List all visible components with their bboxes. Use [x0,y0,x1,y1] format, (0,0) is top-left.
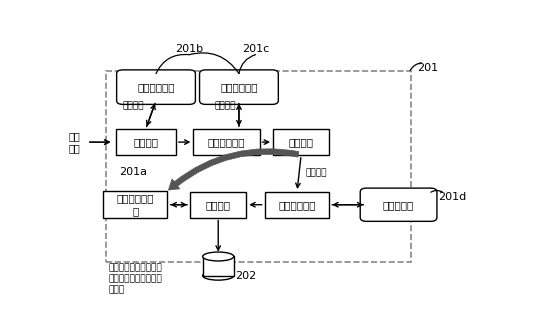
FancyBboxPatch shape [360,188,437,221]
Text: 解析数据: 解析数据 [289,137,314,147]
Text: 访问控制系统: 访问控制系统 [137,82,175,92]
FancyBboxPatch shape [265,192,329,217]
Text: 获取加密配置: 获取加密配置 [278,200,316,210]
FancyArrowPatch shape [169,149,299,190]
Text: 201d: 201d [438,192,466,202]
Text: 策略控制台: 策略控制台 [383,200,414,210]
Ellipse shape [203,252,234,261]
Bar [203,257,234,276]
Text: 202: 202 [235,271,256,281]
FancyBboxPatch shape [200,70,278,104]
Text: 加密配置: 加密配置 [305,168,327,177]
Text: 第一数据解析
器: 第一数据解析 器 [117,194,154,216]
Ellipse shape [203,271,234,280]
Text: 加密密钥: 加密密钥 [214,101,235,110]
Text: 201a: 201a [119,167,147,177]
Text: 存储
请求: 存储 请求 [69,131,81,153]
Text: 密钥管理系统: 密钥管理系统 [220,82,258,92]
FancyBboxPatch shape [193,129,259,155]
Text: 认证信息: 认证信息 [123,101,144,110]
Text: 获取加密密钥: 获取加密密钥 [208,137,245,147]
FancyBboxPatch shape [117,70,195,104]
Text: 201c: 201c [242,44,269,54]
FancyBboxPatch shape [273,129,329,155]
Text: 201b: 201b [175,44,203,54]
Text: 201: 201 [417,63,438,73]
FancyBboxPatch shape [190,192,246,217]
FancyBboxPatch shape [116,129,175,155]
FancyBboxPatch shape [103,191,167,218]
Text: 加密数据: 加密数据 [206,200,231,210]
Text: 权限验证: 权限验证 [133,137,158,147]
Text: 解析器元数据、配置元
数据、密钥元数据、加
密数据: 解析器元数据、配置元 数据、密钥元数据、加 密数据 [108,264,162,295]
